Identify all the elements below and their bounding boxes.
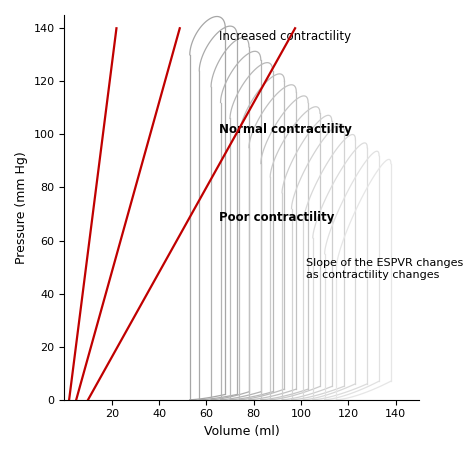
Text: Increased contractility: Increased contractility xyxy=(219,30,351,43)
Text: Normal contractility: Normal contractility xyxy=(219,123,352,136)
X-axis label: Volume (ml): Volume (ml) xyxy=(204,425,280,438)
Text: Poor contractility: Poor contractility xyxy=(219,211,334,224)
Y-axis label: Pressure (mm Hg): Pressure (mm Hg) xyxy=(15,151,28,264)
Text: Slope of the ESPVR changes
as contractility changes: Slope of the ESPVR changes as contractil… xyxy=(306,258,463,280)
